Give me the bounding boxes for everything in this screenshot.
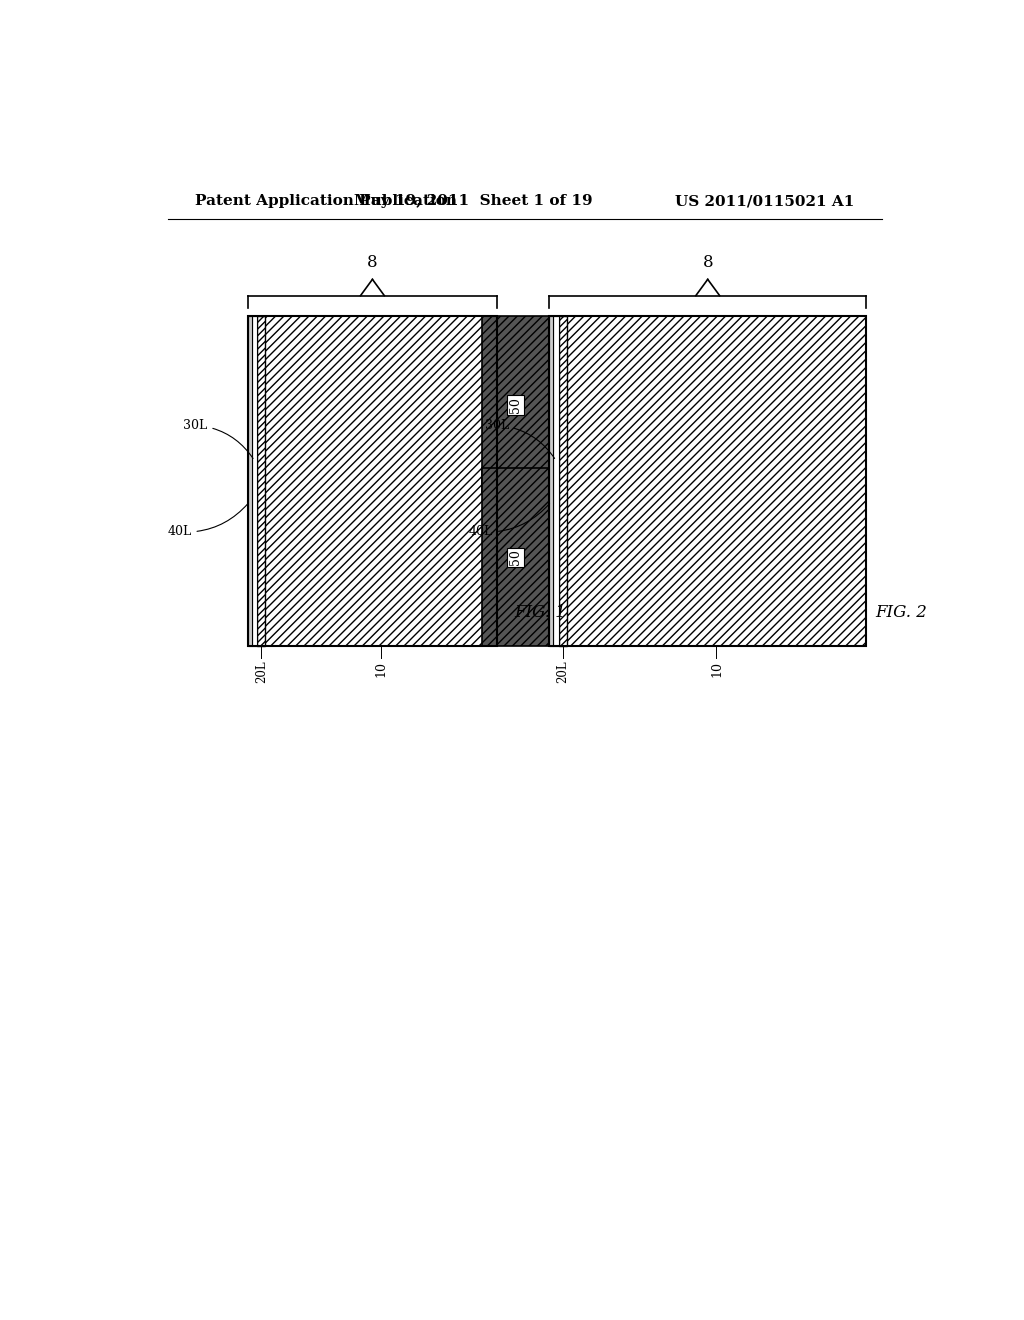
Bar bbox=[248, 315, 497, 647]
Bar bbox=[553, 315, 559, 647]
Bar bbox=[559, 315, 567, 647]
Text: May 19, 2011  Sheet 1 of 19: May 19, 2011 Sheet 1 of 19 bbox=[354, 194, 593, 209]
Text: US 2011/0115021 A1: US 2011/0115021 A1 bbox=[675, 194, 854, 209]
Text: 30L: 30L bbox=[183, 418, 253, 458]
Text: Patent Application Publication: Patent Application Publication bbox=[196, 194, 458, 209]
Text: 50: 50 bbox=[509, 549, 522, 565]
Bar bbox=[248, 315, 252, 647]
Bar bbox=[550, 315, 553, 647]
Text: 10: 10 bbox=[710, 660, 723, 677]
Text: 30L: 30L bbox=[484, 418, 555, 458]
Text: 8: 8 bbox=[368, 255, 378, 271]
Bar bbox=[257, 315, 265, 647]
Text: 50: 50 bbox=[509, 397, 522, 413]
Bar bbox=[482, 315, 550, 494]
Text: 8: 8 bbox=[702, 255, 713, 271]
Bar bbox=[252, 315, 257, 647]
Text: 20L: 20L bbox=[556, 660, 569, 684]
Text: 20L: 20L bbox=[255, 660, 268, 684]
Bar bbox=[567, 315, 866, 647]
Text: FIG. 1: FIG. 1 bbox=[514, 603, 566, 620]
Bar bbox=[265, 315, 497, 647]
Text: 40L: 40L bbox=[167, 503, 248, 539]
Text: FIG. 2: FIG. 2 bbox=[876, 603, 928, 620]
Bar bbox=[482, 469, 550, 647]
Text: 10: 10 bbox=[375, 660, 388, 677]
Bar bbox=[550, 315, 866, 647]
Text: 40L: 40L bbox=[469, 503, 550, 539]
